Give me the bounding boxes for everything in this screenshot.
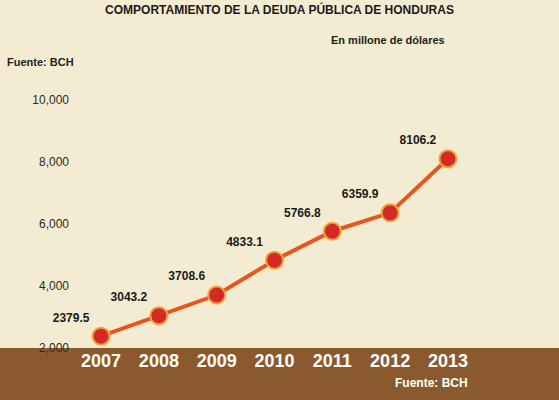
svg-text:6,000: 6,000 <box>39 217 69 231</box>
svg-text:2010: 2010 <box>254 351 294 371</box>
svg-text:2008: 2008 <box>139 351 179 371</box>
svg-text:2011: 2011 <box>313 351 352 371</box>
svg-text:6359.9: 6359.9 <box>342 187 379 201</box>
svg-text:4,000: 4,000 <box>39 279 69 293</box>
svg-text:COMPORTAMIENTO DE LA DEUDA PÚB: COMPORTAMIENTO DE LA DEUDA PÚBLICA DE HO… <box>105 2 454 17</box>
svg-text:2379.5: 2379.5 <box>53 311 90 325</box>
svg-text:En millone de dólares: En millone de dólares <box>331 34 445 46</box>
svg-text:3043.2: 3043.2 <box>111 290 148 304</box>
svg-text:8,000: 8,000 <box>39 155 69 169</box>
svg-text:3708.6: 3708.6 <box>168 269 205 283</box>
svg-text:5766.8: 5766.8 <box>284 206 321 220</box>
svg-text:Fuente: BCH: Fuente: BCH <box>7 56 74 68</box>
svg-text:2012: 2012 <box>370 351 410 371</box>
svg-text:2009: 2009 <box>197 351 237 371</box>
svg-text:2013: 2013 <box>428 351 468 371</box>
svg-text:10,000: 10,000 <box>32 93 69 107</box>
svg-text:4833.1: 4833.1 <box>226 235 263 249</box>
svg-text:2007: 2007 <box>81 351 121 371</box>
svg-text:Fuente: BCH: Fuente: BCH <box>395 376 468 390</box>
svg-text:8106.2: 8106.2 <box>400 133 437 147</box>
svg-text:2,000: 2,000 <box>39 341 69 355</box>
